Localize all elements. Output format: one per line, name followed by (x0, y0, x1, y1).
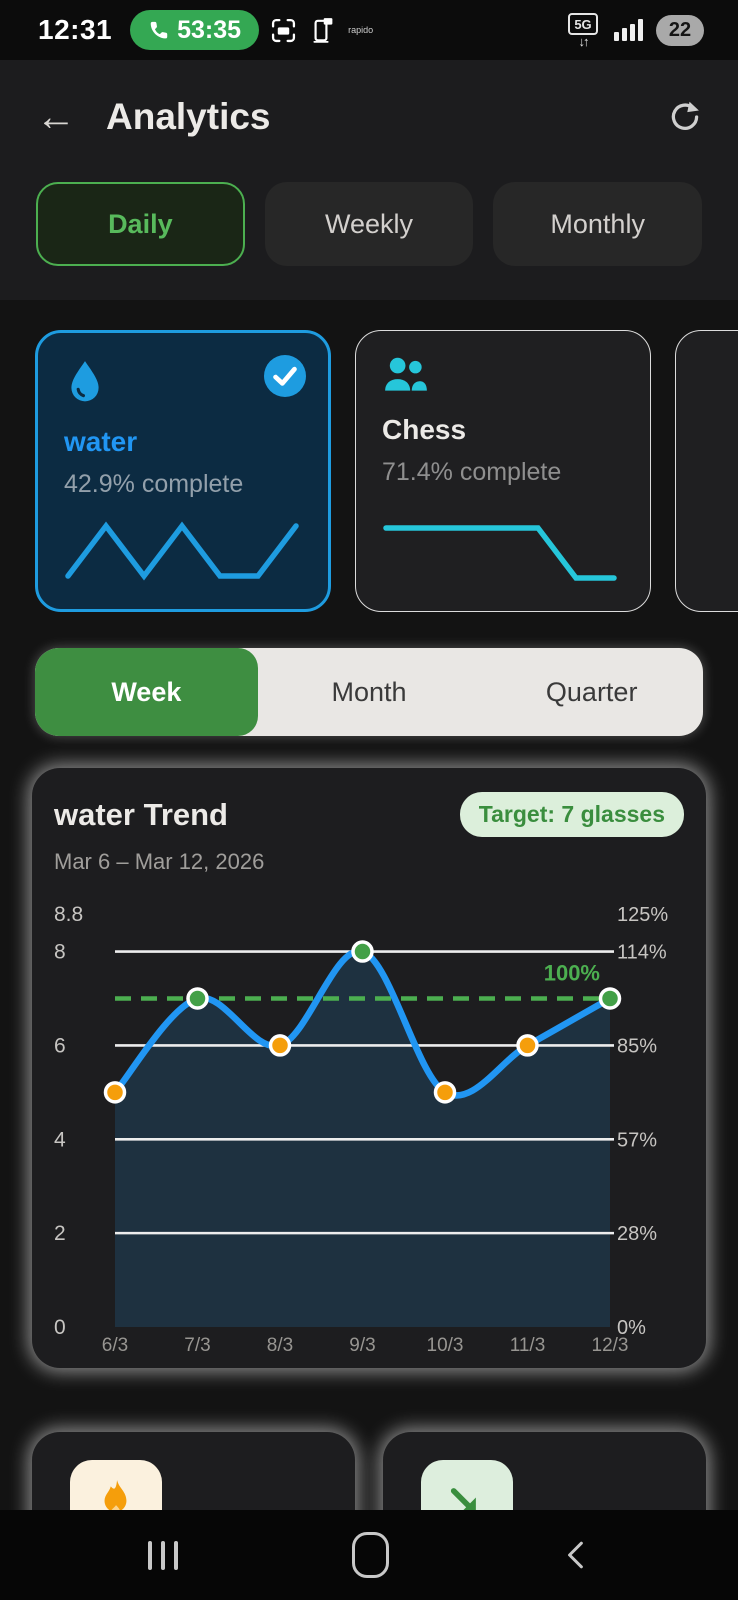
svg-text:7/3: 7/3 (184, 1335, 210, 1356)
tab-monthly[interactable]: Monthly (493, 182, 703, 266)
screen-capture-icon (271, 18, 296, 43)
refresh-icon (671, 101, 699, 130)
clock: 12:31 (38, 14, 113, 45)
trend-card: water Trend Target: 7 glasses Mar 6 – Ma… (32, 768, 706, 1368)
svg-text:4: 4 (54, 1128, 66, 1151)
trend-line-chart: 8.8 8 6 4 2 0 125% 114% 85% 57% 28% 0% 6/3 7/3 8/3 9/3 1… (54, 903, 668, 1356)
tab-month[interactable]: Month (331, 676, 407, 707)
smart-view-icon (308, 17, 334, 43)
svg-text:125%: 125% (617, 904, 668, 926)
tab-daily[interactable]: Daily (36, 182, 245, 266)
completed-check-icon (264, 355, 306, 402)
svg-text:100%: 100% (544, 960, 600, 985)
svg-text:8: 8 (54, 941, 66, 964)
chess-sparkline (383, 525, 617, 581)
tab-quarter[interactable]: Quarter (545, 676, 638, 707)
habit-completion: 42.9% complete (64, 470, 244, 498)
nav-back-button[interactable] (562, 1540, 590, 1570)
people-icon (385, 357, 427, 391)
habit-cards-row: water 42.9% complete Chess 71.4% complet… (0, 300, 738, 644)
svg-text:0%: 0% (617, 1317, 646, 1339)
habit-name: Chess (382, 414, 467, 445)
svg-text:114%: 114% (617, 942, 667, 964)
svg-text:12/3: 12/3 (592, 1335, 629, 1356)
habit-completion: 71.4% complete (382, 458, 562, 486)
svg-text:8.8: 8.8 (54, 903, 83, 926)
status-bar: 12:31 53:35 rapido 5G ↓↑ 22 (0, 0, 738, 60)
battery-indicator: 22 (656, 14, 704, 46)
svg-text:6/3: 6/3 (102, 1335, 128, 1356)
home-button[interactable] (351, 1532, 389, 1578)
back-button[interactable]: ← (36, 95, 76, 139)
svg-text:2: 2 (54, 1222, 66, 1245)
phone-icon (150, 21, 168, 38)
svg-text:8/3: 8/3 (267, 1335, 293, 1356)
habit-card-chess[interactable]: Chess 71.4% complete (355, 330, 651, 612)
svg-text:6: 6 (54, 1034, 66, 1057)
tab-weekly[interactable]: Weekly (264, 182, 474, 266)
habit-card-partial[interactable] (675, 330, 738, 612)
svg-text:28%: 28% (617, 1223, 657, 1245)
call-timer: 53:35 (177, 15, 242, 44)
svg-text:11/3: 11/3 (510, 1335, 546, 1356)
ongoing-call-pill[interactable]: 53:35 (130, 10, 260, 50)
period-tabs: Daily Weekly Monthly (36, 182, 703, 266)
header-section: ← Analytics Daily Weekly Monthly (0, 60, 738, 300)
range-tabs: Week Month Quarter (35, 648, 703, 736)
page-title: Analytics (106, 96, 271, 137)
refresh-button[interactable] (668, 100, 702, 134)
svg-text:10/3: 10/3 (427, 1335, 464, 1356)
habit-name: water (64, 426, 138, 457)
notification-note: rapido (348, 25, 374, 35)
water-drop-icon (71, 361, 99, 402)
signal-strength-icon (614, 19, 643, 41)
target-badge: Target: 7 glasses (459, 792, 684, 837)
android-nav-bar (0, 1510, 738, 1600)
date-range: Mar 6 – Mar 12, 2026 (54, 849, 265, 874)
network-5g-icon: 5G ↓↑ (565, 11, 601, 49)
water-sparkline (65, 521, 299, 581)
habit-card-water[interactable]: water 42.9% complete (35, 330, 331, 612)
chart-title: water Trend (54, 796, 228, 832)
recents-button[interactable] (148, 1540, 178, 1570)
svg-text:9/3: 9/3 (349, 1335, 375, 1356)
svg-text:85%: 85% (617, 1035, 657, 1057)
tab-week[interactable]: Week (35, 648, 258, 736)
svg-text:0: 0 (54, 1316, 66, 1339)
svg-text:57%: 57% (617, 1129, 657, 1151)
